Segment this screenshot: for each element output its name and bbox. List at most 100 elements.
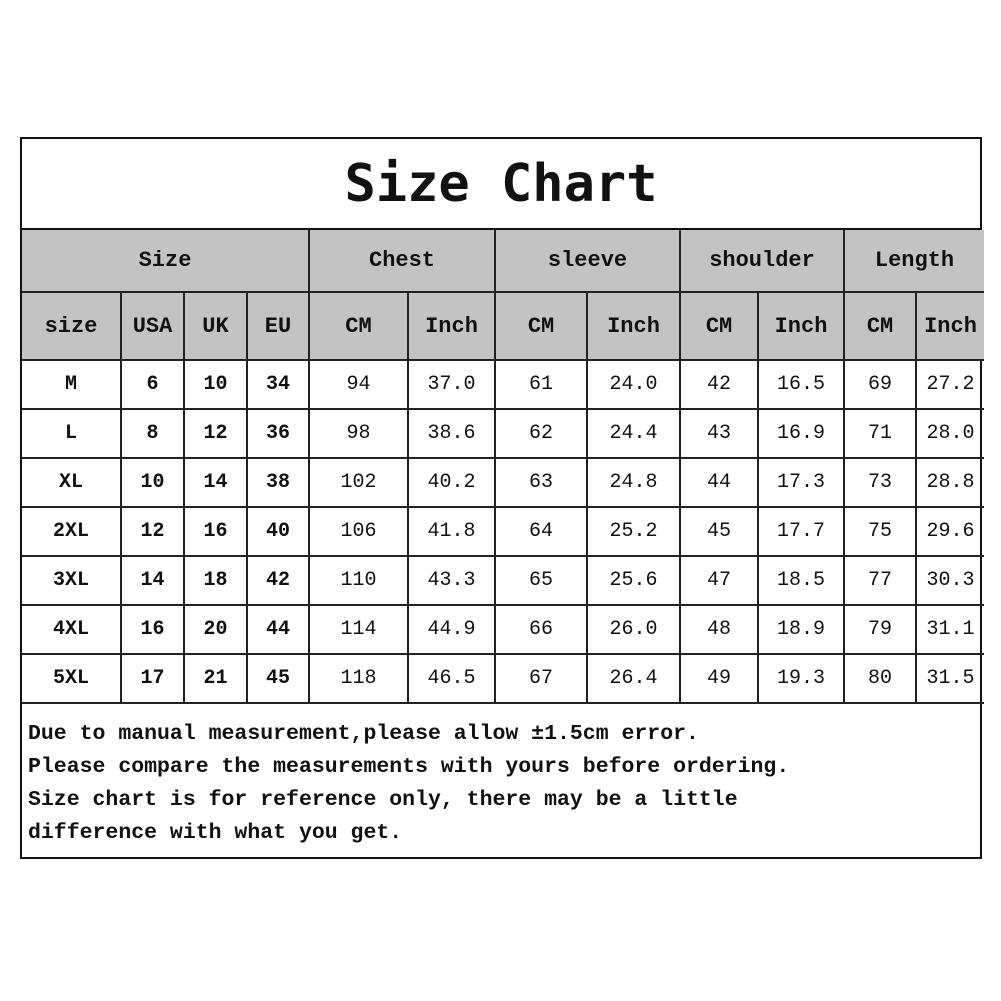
table-cell: L [22, 408, 122, 459]
table-cell: 20 [183, 604, 248, 655]
sub-header-row: size USA UK EU CM Inch CM Inch CM Inch CM Inch [22, 291, 985, 361]
table-cell: 17.3 [757, 457, 846, 508]
header-group-cell: Length [843, 230, 985, 293]
size-chart: Size Chart Size Chest sleeve shoulder Length… [20, 137, 985, 859]
table-row: 2XL 12 16 40 106 41.8 64 25.2 45 17.7 75 29.6 [22, 506, 985, 557]
table-cell: 12 [120, 506, 185, 557]
table-cell: 44.9 [406, 604, 497, 655]
table-cell: 16 [183, 506, 248, 557]
sub-header-cell: CM [308, 291, 409, 361]
sub-header-cell: Inch [915, 291, 985, 361]
table-cell: 14 [183, 457, 248, 508]
header-group-cell: shoulder [679, 230, 846, 293]
table-cell: 110 [308, 555, 409, 606]
table-cell: 38.6 [406, 408, 497, 459]
table-cell: 29.6 [915, 506, 985, 557]
table-cell: 98 [308, 408, 409, 459]
table-cell: 12 [183, 408, 248, 459]
table-cell: 8 [120, 408, 185, 459]
header-group-row: Size Chest sleeve shoulder Length [22, 230, 985, 293]
table-cell: 25.6 [586, 555, 682, 606]
table-cell: 63 [494, 457, 589, 508]
table-cell: 41.8 [406, 506, 497, 557]
table-cell: 65 [494, 555, 589, 606]
chart-title: Size Chart [22, 139, 980, 230]
sub-header-cell: UK [183, 291, 248, 361]
table-row: L 8 12 36 98 38.6 62 24.4 43 16.9 71 28.0 [22, 408, 985, 459]
table-cell: 71 [843, 408, 918, 459]
table-cell: 77 [843, 555, 918, 606]
table-row: 4XL 16 20 44 114 44.9 66 26.0 48 18.9 79 31.1 [22, 604, 985, 655]
header-group-cell: sleeve [494, 230, 682, 293]
table-cell: 34 [246, 359, 310, 410]
table-cell: 28.0 [915, 408, 985, 459]
table-cell: 66 [494, 604, 589, 655]
table-cell: 17.7 [757, 506, 846, 557]
table-cell: 37.0 [406, 359, 497, 410]
table-cell: 102 [308, 457, 409, 508]
sub-header-cell: CM [494, 291, 589, 361]
table-cell: 64 [494, 506, 589, 557]
sub-header-cell: Inch [406, 291, 497, 361]
sub-header-cell: size [22, 291, 122, 361]
table-cell: 94 [308, 359, 409, 410]
table-cell: 26.4 [586, 653, 682, 704]
table-cell: 18.5 [757, 555, 846, 606]
table-cell: 79 [843, 604, 918, 655]
note-line: Please compare the measurements with you… [28, 755, 790, 779]
table-cell: 45 [679, 506, 760, 557]
sub-header-cell: CM [843, 291, 918, 361]
table-cell: 49 [679, 653, 760, 704]
table-cell: 67 [494, 653, 589, 704]
sub-header-cell: USA [120, 291, 185, 361]
measurement-notes: Due to manual measurement,please allow ±… [22, 704, 980, 850]
table-cell: 6 [120, 359, 185, 410]
table-cell: 36 [246, 408, 310, 459]
table-cell: 24.4 [586, 408, 682, 459]
table-cell: M [22, 359, 122, 410]
table-row: 5XL 17 21 45 118 46.5 67 26.4 49 19.3 80 31.5 [22, 653, 985, 704]
table-row: M 6 10 34 94 37.0 61 24.0 42 16.5 69 27.2 [22, 359, 985, 410]
header-group-cell: Chest [307, 230, 497, 293]
table-cell: 14 [120, 555, 185, 606]
sub-header-cell: CM [679, 291, 760, 361]
table-cell: 16.9 [757, 408, 846, 459]
table-cell: 21 [183, 653, 248, 704]
table-cell: 42 [679, 359, 760, 410]
table-cell: 40.2 [406, 457, 497, 508]
sub-header-cell: Inch [757, 291, 846, 361]
size-table: Size Chest sleeve shoulder Length size USA UK EU… [22, 230, 985, 704]
table-cell: 18 [183, 555, 248, 606]
table-cell: 25.2 [586, 506, 682, 557]
table-cell: 31.5 [915, 653, 985, 704]
header-group-cell: Size [22, 230, 310, 293]
table-cell: 114 [308, 604, 409, 655]
note-line: Due to manual measurement,please allow ±… [28, 722, 699, 746]
table-cell: 24.8 [586, 457, 682, 508]
table-cell: 118 [308, 653, 409, 704]
table-cell: 44 [679, 457, 760, 508]
table-cell: 38 [246, 457, 310, 508]
table-cell: XL [22, 457, 122, 508]
table-cell: 10 [120, 457, 185, 508]
table-cell: 16.5 [757, 359, 846, 410]
note-line: Size chart is for reference only, there … [28, 788, 738, 812]
table-cell: 43.3 [406, 555, 497, 606]
table-cell: 28.8 [915, 457, 985, 508]
table-cell: 47 [679, 555, 760, 606]
table-cell: 30.3 [915, 555, 985, 606]
table-cell: 69 [843, 359, 918, 410]
table-cell: 24.0 [586, 359, 682, 410]
table-cell: 61 [494, 359, 589, 410]
table-cell: 73 [843, 457, 918, 508]
table-cell: 10 [183, 359, 248, 410]
table-cell: 26.0 [586, 604, 682, 655]
table-cell: 75 [843, 506, 918, 557]
table-cell: 45 [246, 653, 310, 704]
table-cell: 18.9 [757, 604, 846, 655]
table-cell: 40 [246, 506, 310, 557]
sub-header-cell: Inch [586, 291, 682, 361]
table-cell: 16 [120, 604, 185, 655]
table-cell: 19.3 [757, 653, 846, 704]
table-cell: 42 [246, 555, 310, 606]
